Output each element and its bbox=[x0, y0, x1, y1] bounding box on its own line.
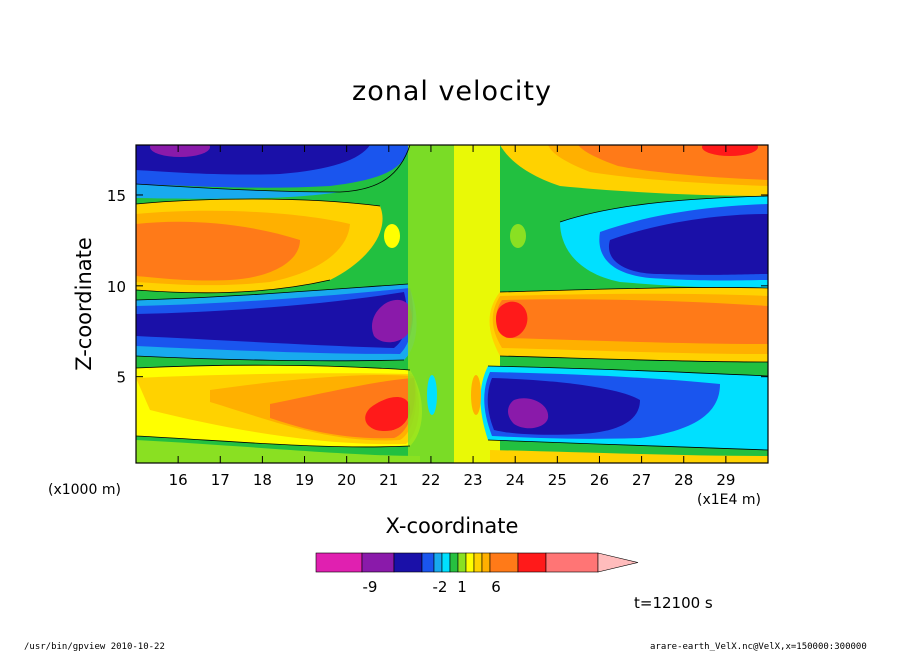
colorbar-swatch bbox=[517, 552, 547, 573]
x-tick-label: 29 bbox=[716, 471, 735, 489]
y-tick-label: 10 bbox=[107, 278, 126, 296]
colorbar-label: -9 bbox=[363, 578, 378, 596]
colorbar-swatch bbox=[457, 552, 467, 573]
x-unit-left: (x1000 m) bbox=[48, 482, 121, 498]
x-tick-label: 25 bbox=[548, 471, 567, 489]
colorbar-swatch bbox=[441, 552, 451, 573]
x-axis-label: X-coordinate bbox=[385, 514, 519, 538]
x-tick-label: 17 bbox=[211, 471, 230, 489]
colorbar-swatch bbox=[361, 552, 395, 573]
contour-field bbox=[136, 145, 768, 463]
colorbar-swatch bbox=[473, 552, 483, 573]
y-axis-label: Z-coordinate bbox=[72, 237, 96, 371]
x-tick-label: 20 bbox=[337, 471, 356, 489]
time-annotation: t=12100 s bbox=[634, 594, 713, 612]
colorbar-swatch bbox=[545, 552, 599, 573]
x-axis: 16 17 18 19 20 21 22 23 24 25 26 27 28 29 bbox=[169, 145, 735, 489]
y-tick-label: 5 bbox=[116, 369, 126, 387]
colorbar-label: -2 bbox=[433, 578, 448, 596]
x-tick-label: 26 bbox=[590, 471, 609, 489]
colorbar-swatch bbox=[481, 552, 491, 573]
footer-left: /usr/bin/gpview 2010-10-22 bbox=[24, 642, 165, 652]
colorbar-swatch bbox=[393, 552, 423, 573]
colorbar-swatch bbox=[489, 552, 519, 573]
x-tick-label: 24 bbox=[506, 471, 525, 489]
x-unit-right: (x1E4 m) bbox=[697, 492, 761, 508]
colorbar-extend-arrow bbox=[597, 552, 639, 573]
colorbar-swatch bbox=[315, 552, 363, 573]
colorbar-swatch bbox=[449, 552, 459, 573]
colorbar-swatch bbox=[421, 552, 435, 573]
x-tick-label: 16 bbox=[169, 471, 188, 489]
colorbar-swatch bbox=[465, 552, 475, 573]
y-axis: 5 10 15 bbox=[107, 187, 768, 387]
x-tick-label: 22 bbox=[421, 471, 440, 489]
plot-frame bbox=[135, 144, 769, 464]
x-tick-label: 23 bbox=[464, 471, 483, 489]
colorbar-label: 6 bbox=[491, 578, 501, 596]
colorbar: -9 -2 1 6 bbox=[315, 552, 639, 596]
colorbar-swatch bbox=[433, 552, 443, 573]
x-tick-label: 18 bbox=[253, 471, 272, 489]
y-tick-label: 15 bbox=[107, 187, 126, 205]
colorbar-label: 1 bbox=[457, 578, 467, 596]
x-tick-label: 27 bbox=[632, 471, 651, 489]
chart-title: zonal velocity bbox=[352, 76, 552, 107]
x-tick-label: 21 bbox=[379, 471, 398, 489]
x-tick-label: 19 bbox=[295, 471, 314, 489]
x-tick-label: 28 bbox=[674, 471, 693, 489]
footer-right: arare-earth_VelX.nc@VelX,x=150000:300000 bbox=[650, 642, 867, 652]
